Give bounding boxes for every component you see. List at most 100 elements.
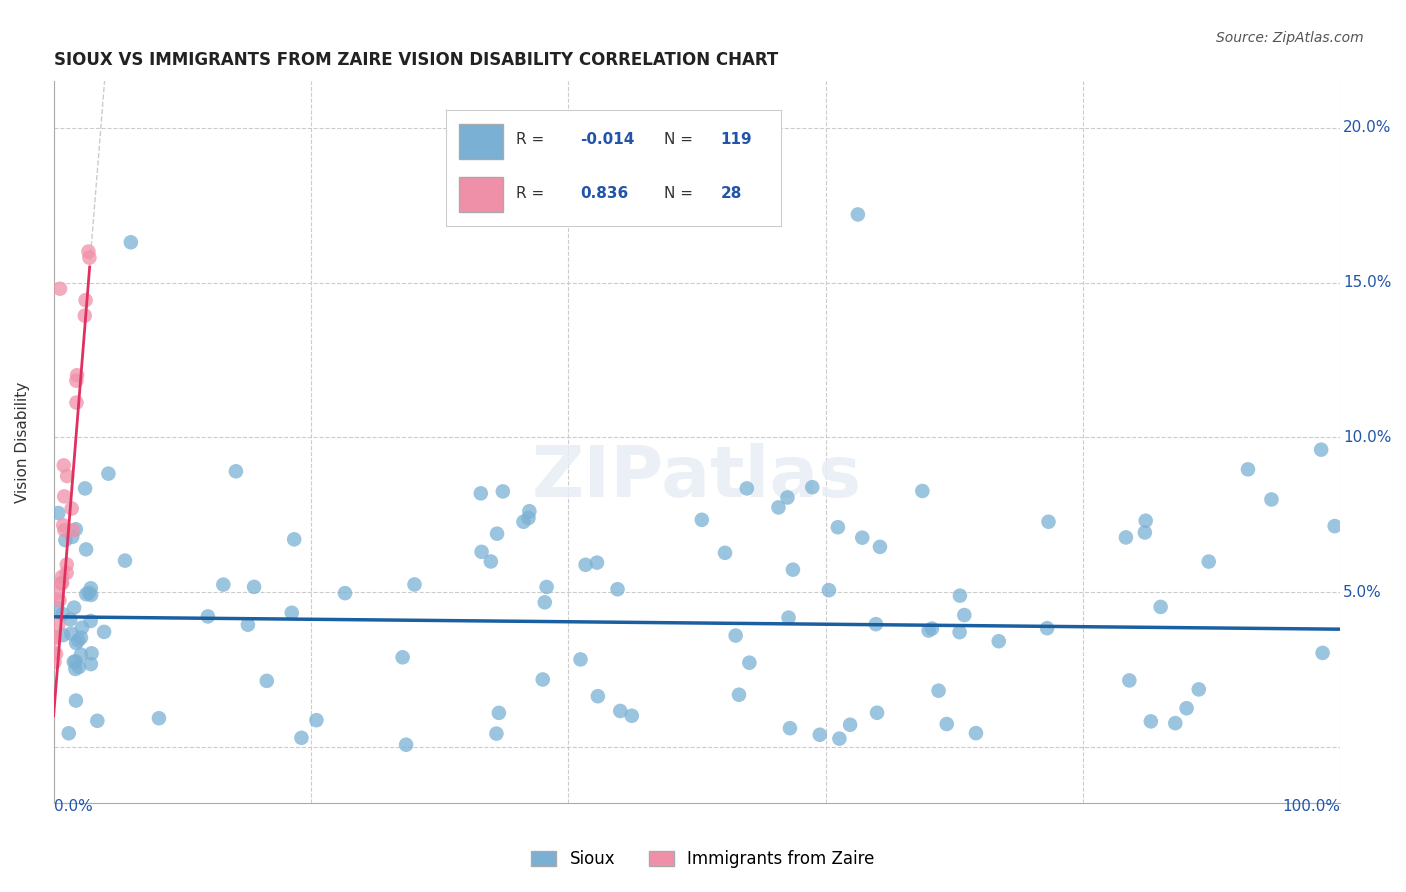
Point [1133,525,1156,540]
Point [236,617,259,632]
Point [533,595,555,609]
Point [536,580,558,594]
Text: Source: ZipAtlas.com: Source: ZipAtlas.com [1216,31,1364,45]
Point [65,395,87,409]
Point [67,660,90,674]
Point [59,612,82,626]
Point [148,711,170,725]
Point [839,717,862,731]
Point [62,655,84,669]
Point [65,636,87,650]
Point [79,614,101,628]
Point [492,484,515,499]
Point [44,630,66,644]
Point [45,600,67,615]
Point [212,577,235,591]
Point [517,511,540,525]
Point [52,458,75,473]
Point [1188,682,1211,697]
Point [471,545,494,559]
Point [45,647,67,661]
Point [735,482,758,496]
Point [283,533,305,547]
Point [479,554,502,568]
Point [44,655,66,669]
Point [917,624,939,638]
Point [62,524,84,538]
Point [1310,442,1333,457]
Point [808,728,831,742]
Point [73,309,96,323]
Point [56,558,79,572]
Point [44,632,66,646]
Point [75,587,97,601]
Point [51,570,73,584]
Point [470,486,492,500]
Point [65,693,87,707]
Point [70,631,93,645]
Point [48,506,70,520]
Point [782,563,804,577]
Point [569,652,592,666]
Point [776,491,799,505]
Point [818,583,841,598]
Point [305,713,328,727]
Point [485,726,508,740]
Point [80,582,103,596]
Point [1260,492,1282,507]
Point [114,553,136,567]
Point [60,530,83,544]
Point [1237,462,1260,476]
Point [486,526,509,541]
Point [531,673,554,687]
Point [801,480,824,494]
Point [851,531,873,545]
Point [1038,515,1060,529]
Legend: Sioux, Immigrants from Zaire: Sioux, Immigrants from Zaire [524,844,882,875]
Point [1118,673,1140,688]
Point [865,617,887,632]
Point [1323,519,1346,533]
Point [779,721,801,735]
Text: 10.0%: 10.0% [1343,430,1392,445]
Text: ZIPatlas: ZIPatlas [531,443,862,513]
Point [75,293,97,308]
Point [67,633,90,648]
Point [827,520,849,534]
Point [48,593,70,607]
Point [52,518,75,533]
Point [80,657,103,672]
Point [866,706,889,720]
Point [53,490,76,504]
Text: 20.0%: 20.0% [1343,120,1392,136]
Point [738,656,761,670]
Point [586,689,609,703]
Text: 0.0%: 0.0% [53,799,93,814]
Point [391,650,413,665]
Point [1135,514,1157,528]
Point [53,533,76,548]
Point [281,606,304,620]
Point [488,706,510,720]
Text: 5.0%: 5.0% [1343,584,1382,599]
Point [120,235,142,250]
Point [75,542,97,557]
Point [197,609,219,624]
Point [49,282,72,296]
Point [53,523,76,537]
Point [609,704,631,718]
Point [846,207,869,221]
Point [60,501,83,516]
Point [58,726,80,740]
Text: SIOUX VS IMMIGRANTS FROM ZAIRE VISION DISABILITY CORRELATION CHART: SIOUX VS IMMIGRANTS FROM ZAIRE VISION DI… [53,51,778,69]
Point [77,586,100,600]
Point [869,540,891,554]
Point [56,469,79,483]
Point [225,464,247,478]
Point [949,589,972,603]
Point [714,546,737,560]
Point [243,580,266,594]
Point [52,628,75,642]
Point [80,588,103,602]
Point [586,556,609,570]
